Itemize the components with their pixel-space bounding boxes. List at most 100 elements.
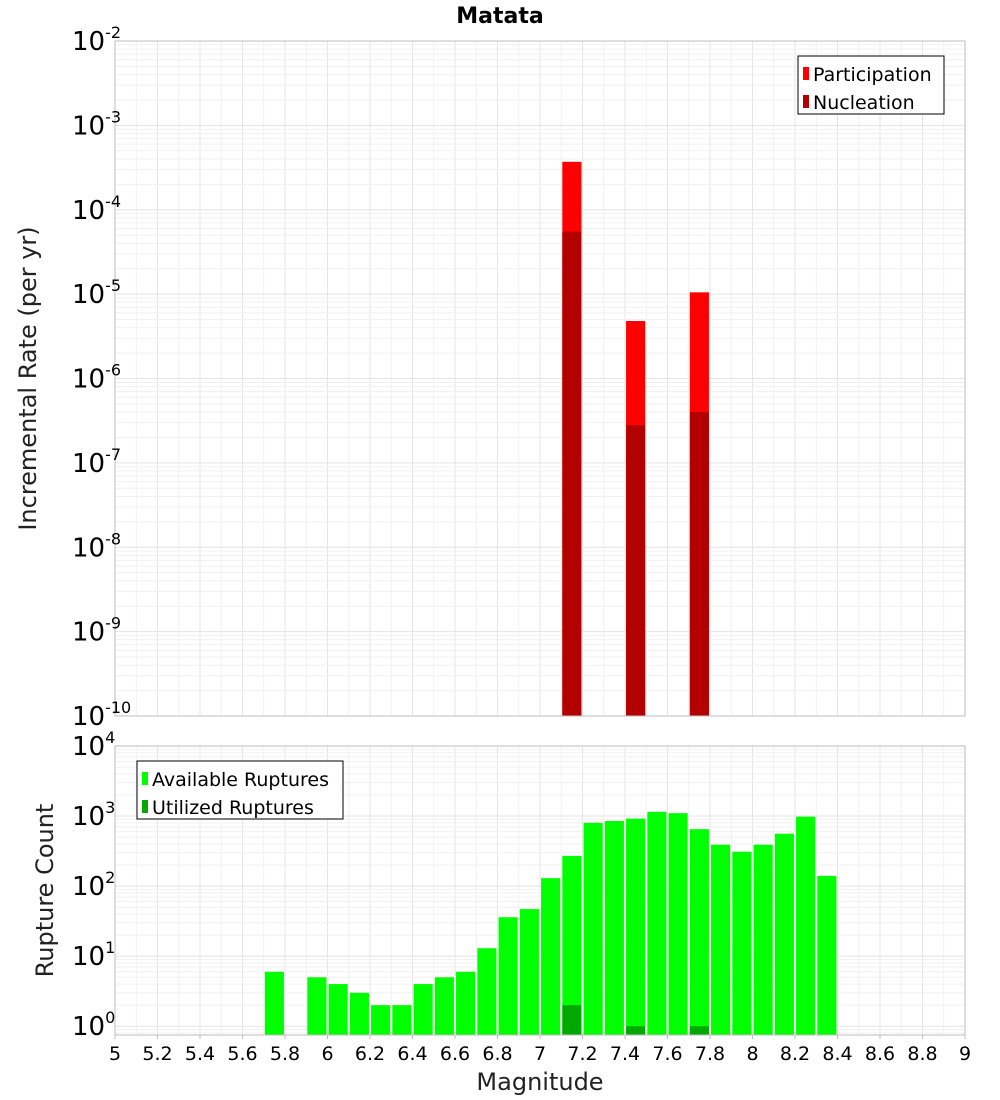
nucleation-bar <box>626 425 646 716</box>
y-tick-exponent: -9 <box>105 614 121 633</box>
y-tick-label: 100 <box>72 1008 115 1042</box>
available-ruptures-bar <box>477 948 497 1035</box>
available-ruptures-bar <box>796 816 816 1035</box>
y-tick-exponent: 1 <box>105 938 115 957</box>
rupture-count-bars <box>264 811 837 1035</box>
y-tick-exponent: -8 <box>105 529 121 548</box>
x-tick-label: 6.2 <box>355 1043 385 1065</box>
available-ruptures-bar <box>328 984 348 1035</box>
x-tick-label: 8.8 <box>907 1043 937 1065</box>
available-ruptures-bar <box>307 977 327 1035</box>
legend-label: Participation <box>813 64 932 86</box>
y-tick-base: 10 <box>72 365 105 395</box>
rate-plot-frame <box>114 40 966 717</box>
y-tick-exponent: 0 <box>105 1008 115 1027</box>
y-tick-exponent: -6 <box>105 361 121 380</box>
y-tick-label: 10-4 <box>72 192 121 226</box>
y-tick-exponent: 4 <box>105 728 115 747</box>
x-tick-label: 8.4 <box>822 1043 852 1065</box>
available-ruptures-bar <box>519 909 539 1035</box>
rupture-count-legend: Available Ruptures Utilized Ruptures <box>136 760 344 820</box>
y-tick-exponent: -2 <box>105 23 121 42</box>
y-tick-base: 10 <box>72 449 105 479</box>
legend-swatch <box>142 772 148 785</box>
legend-swatch <box>803 67 809 80</box>
y-tick-label: 10-2 <box>72 23 121 57</box>
x-tick-label: 8.6 <box>865 1043 895 1065</box>
y-tick-base: 10 <box>72 618 105 648</box>
rupture-count-y-label: Rupture Count <box>31 804 59 978</box>
available-ruptures-bar <box>689 829 709 1035</box>
x-tick-label: 9 <box>959 1043 971 1065</box>
available-ruptures-bar <box>562 855 582 1035</box>
legend-label: Available Ruptures <box>152 769 329 791</box>
y-tick-exponent: -3 <box>105 107 121 126</box>
x-tick-label: 8.2 <box>780 1043 810 1065</box>
y-tick-base: 10 <box>72 280 105 310</box>
y-tick-exponent: -4 <box>105 192 121 211</box>
y-tick-label: 10-3 <box>72 107 121 141</box>
y-tick-base: 10 <box>72 872 105 902</box>
nucleation-bar <box>562 231 582 716</box>
available-ruptures-bar <box>541 878 561 1035</box>
available-ruptures-bar <box>456 971 476 1035</box>
magnitude-x-ticks: 5 5.2 5.4 5.6 5.8 6 6.2 6.4 6.6 6.8 7 7.2 7.4 7.6 7.8 8… <box>109 1035 971 1065</box>
x-tick-label: 6.4 <box>397 1043 427 1065</box>
rate-plot-y-label: Incremental Rate (per yr) <box>14 226 42 530</box>
chart-title: Matata <box>456 4 543 29</box>
y-tick-exponent: -7 <box>105 445 121 464</box>
rate-plot-legend: Participation Nucleation <box>797 55 945 115</box>
y-tick-base: 10 <box>72 27 105 57</box>
legend-swatch <box>142 800 148 813</box>
x-tick-label: 7.4 <box>610 1043 640 1065</box>
magnitude-x-label: Magnitude <box>476 1068 603 1096</box>
x-tick-label: 6.6 <box>440 1043 470 1065</box>
y-tick-label: 10-8 <box>72 529 121 563</box>
y-tick-label: 104 <box>72 728 115 762</box>
x-tick-label: 7.8 <box>695 1043 725 1065</box>
available-ruptures-bar <box>583 822 603 1035</box>
legend-label: Utilized Ruptures <box>152 797 314 819</box>
available-ruptures-bar <box>817 875 837 1035</box>
x-tick-label: 6.8 <box>482 1043 512 1065</box>
y-tick-base: 10 <box>72 942 105 972</box>
utilized-ruptures-bar <box>689 1026 709 1035</box>
legend-swatch <box>803 95 809 108</box>
y-tick-exponent: 3 <box>105 798 115 817</box>
y-tick-exponent: -5 <box>105 276 121 295</box>
y-tick-label: 101 <box>72 938 115 972</box>
available-ruptures-bar <box>434 977 454 1035</box>
x-tick-label: 5.4 <box>185 1043 215 1065</box>
available-ruptures-bar <box>626 818 646 1035</box>
y-tick-base: 10 <box>72 702 105 732</box>
available-ruptures-bar <box>668 813 688 1035</box>
x-tick-label: 5.8 <box>270 1043 300 1065</box>
nucleation-bar <box>689 412 709 716</box>
y-tick-label: 10-7 <box>72 445 121 479</box>
y-tick-base: 10 <box>72 802 105 832</box>
available-ruptures-bar <box>647 811 667 1035</box>
y-tick-label: 10-6 <box>72 361 121 395</box>
y-tick-label: 103 <box>72 798 115 832</box>
x-tick-label: 7 <box>534 1043 546 1065</box>
y-tick-label: 102 <box>72 868 115 902</box>
y-tick-base: 10 <box>72 732 105 762</box>
x-tick-label: 5.6 <box>227 1043 257 1065</box>
x-tick-label: 6 <box>321 1043 333 1065</box>
rate-plot-grid <box>114 40 966 717</box>
legend-box <box>136 760 344 820</box>
x-tick-label: 7.6 <box>652 1043 682 1065</box>
x-tick-label: 8 <box>746 1043 758 1065</box>
y-tick-label: 10-5 <box>72 276 121 310</box>
utilized-ruptures-bar <box>562 1005 582 1035</box>
available-ruptures-bar <box>371 1005 391 1035</box>
y-tick-label: 10-9 <box>72 614 121 648</box>
available-ruptures-bar <box>753 844 773 1035</box>
x-tick-label: 5 <box>109 1043 121 1065</box>
available-ruptures-bar <box>774 833 794 1035</box>
